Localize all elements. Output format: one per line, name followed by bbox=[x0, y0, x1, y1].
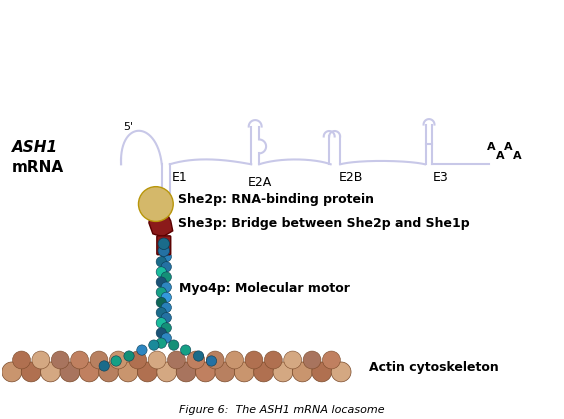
Circle shape bbox=[161, 272, 171, 282]
Circle shape bbox=[129, 351, 147, 369]
Text: ASH1: ASH1 bbox=[12, 140, 58, 155]
Text: Myo4p: Molecular motor: Myo4p: Molecular motor bbox=[179, 282, 350, 295]
Circle shape bbox=[234, 362, 254, 382]
Polygon shape bbox=[149, 211, 173, 237]
Circle shape bbox=[206, 356, 217, 366]
Circle shape bbox=[156, 318, 166, 328]
Text: She2p: RNA-binding protein: She2p: RNA-binding protein bbox=[178, 193, 374, 206]
Circle shape bbox=[158, 245, 170, 256]
Text: A: A bbox=[496, 151, 505, 161]
Circle shape bbox=[245, 351, 263, 369]
Text: A: A bbox=[487, 142, 496, 153]
Circle shape bbox=[99, 361, 109, 371]
Circle shape bbox=[157, 362, 177, 382]
Circle shape bbox=[196, 362, 215, 382]
Circle shape bbox=[156, 328, 166, 338]
Circle shape bbox=[161, 282, 171, 292]
Circle shape bbox=[193, 351, 204, 361]
Circle shape bbox=[156, 297, 166, 308]
Text: E2B: E2B bbox=[338, 171, 363, 184]
Circle shape bbox=[161, 323, 171, 333]
Circle shape bbox=[124, 351, 134, 361]
Circle shape bbox=[136, 345, 147, 355]
Circle shape bbox=[70, 351, 89, 369]
Circle shape bbox=[312, 362, 332, 382]
Circle shape bbox=[109, 351, 127, 369]
Text: Actin cytoskeleton: Actin cytoskeleton bbox=[369, 362, 499, 375]
Circle shape bbox=[292, 362, 312, 382]
Circle shape bbox=[149, 340, 159, 350]
Circle shape bbox=[158, 238, 170, 250]
Circle shape bbox=[161, 333, 171, 343]
Circle shape bbox=[323, 351, 340, 369]
Circle shape bbox=[138, 362, 157, 382]
Circle shape bbox=[148, 351, 166, 369]
Text: mRNA: mRNA bbox=[12, 160, 64, 175]
Text: E2A: E2A bbox=[248, 176, 272, 189]
Text: She3p: Bridge between She2p and She1p: She3p: Bridge between She2p and She1p bbox=[178, 217, 469, 230]
Circle shape bbox=[254, 362, 274, 382]
Circle shape bbox=[80, 362, 99, 382]
Circle shape bbox=[41, 362, 60, 382]
Circle shape bbox=[331, 362, 351, 382]
FancyBboxPatch shape bbox=[157, 236, 171, 255]
Circle shape bbox=[303, 351, 321, 369]
Circle shape bbox=[226, 351, 244, 369]
Circle shape bbox=[90, 351, 108, 369]
Circle shape bbox=[215, 362, 235, 382]
Circle shape bbox=[32, 351, 50, 369]
Circle shape bbox=[118, 362, 138, 382]
Text: E3: E3 bbox=[433, 171, 449, 184]
Circle shape bbox=[12, 351, 30, 369]
Text: A: A bbox=[513, 151, 522, 161]
Text: Figure 6:  The ASH1 mRNA locasome: Figure 6: The ASH1 mRNA locasome bbox=[179, 405, 385, 415]
Circle shape bbox=[156, 267, 166, 277]
Circle shape bbox=[156, 287, 166, 297]
Circle shape bbox=[206, 351, 224, 369]
Circle shape bbox=[138, 186, 173, 221]
Circle shape bbox=[168, 351, 186, 369]
Circle shape bbox=[156, 277, 166, 287]
Circle shape bbox=[161, 251, 171, 262]
Circle shape bbox=[2, 362, 22, 382]
Text: E1: E1 bbox=[171, 171, 187, 184]
Circle shape bbox=[265, 351, 282, 369]
Circle shape bbox=[156, 338, 166, 348]
Circle shape bbox=[99, 362, 118, 382]
Circle shape bbox=[284, 351, 302, 369]
Circle shape bbox=[156, 256, 166, 267]
Circle shape bbox=[111, 356, 121, 366]
Circle shape bbox=[21, 362, 41, 382]
Circle shape bbox=[176, 362, 196, 382]
Circle shape bbox=[180, 345, 191, 355]
Circle shape bbox=[60, 362, 80, 382]
Circle shape bbox=[273, 362, 293, 382]
Circle shape bbox=[161, 292, 171, 303]
Circle shape bbox=[187, 351, 205, 369]
Text: A: A bbox=[504, 142, 513, 153]
Text: 5': 5' bbox=[123, 122, 133, 132]
Circle shape bbox=[161, 313, 171, 323]
Circle shape bbox=[51, 351, 69, 369]
Circle shape bbox=[161, 303, 171, 313]
Circle shape bbox=[169, 340, 179, 350]
Circle shape bbox=[156, 308, 166, 318]
Circle shape bbox=[161, 262, 171, 272]
